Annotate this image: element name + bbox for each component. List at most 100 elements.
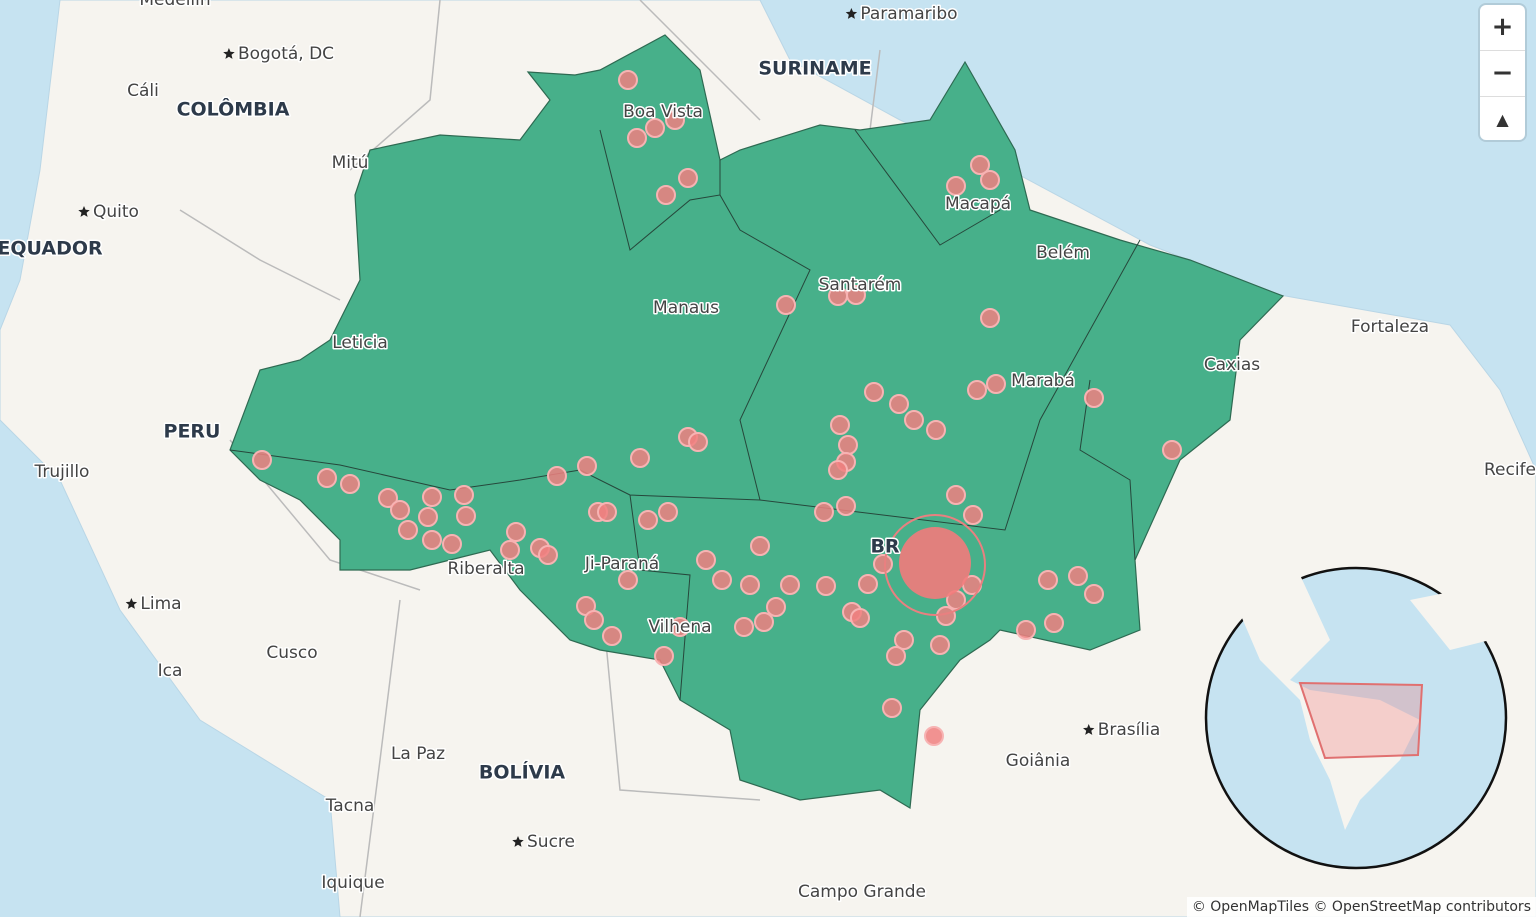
marker [864, 382, 884, 402]
marker [828, 460, 848, 480]
markers [252, 70, 1182, 746]
city-label: Ji-Paraná [584, 554, 659, 574]
city-label: Ica [158, 661, 183, 681]
marker [627, 128, 647, 148]
map-controls[interactable]: + − ▲ [1480, 5, 1525, 140]
marker-ring [884, 514, 986, 616]
city-label: Boa Vista [623, 102, 703, 122]
city-label: Macapá [945, 194, 1011, 214]
city-label: Campo Grande [798, 882, 926, 902]
marker [454, 485, 474, 505]
marker [618, 570, 638, 590]
city-label: Mitú [332, 153, 369, 173]
marker-large [899, 527, 971, 599]
marker [924, 726, 944, 746]
city-label: Medellín [139, 0, 210, 10]
capital-label: Quito [93, 202, 139, 222]
zoom-out[interactable]: − [1480, 51, 1525, 97]
city-label: Caxias [1204, 355, 1260, 375]
marker [980, 308, 1000, 328]
marker [936, 606, 956, 626]
marker [696, 550, 716, 570]
marker [780, 575, 800, 595]
marker [946, 176, 966, 196]
marker [986, 374, 1006, 394]
marker [850, 608, 870, 628]
marker [630, 448, 650, 468]
country-label: SURINAME [758, 58, 871, 80]
marker [398, 520, 418, 540]
city-label: Tacna [325, 796, 375, 816]
zoom-in[interactable]: + [1480, 5, 1525, 51]
city-label: Belém [1036, 243, 1090, 263]
city-label: Cusco [266, 643, 317, 663]
marker [894, 630, 914, 650]
city-label: Trujillo [34, 462, 90, 482]
marker [1038, 570, 1058, 590]
marker [602, 626, 622, 646]
marker [506, 522, 526, 542]
marker [930, 635, 950, 655]
marker [1016, 620, 1036, 640]
city-label: Riberalta [448, 559, 525, 579]
capital-label: Paramaribo [860, 4, 957, 24]
marker [456, 506, 476, 526]
marker [734, 617, 754, 637]
marker [584, 610, 604, 630]
capital-label: Brasília [1098, 720, 1161, 740]
country-label: BR [870, 536, 899, 558]
marker [378, 488, 398, 508]
marker [390, 500, 410, 520]
marker [654, 646, 674, 666]
marker [500, 540, 520, 560]
city-label: Fortaleza [1351, 317, 1429, 337]
legal-amazon [229, 34, 1285, 810]
city-label: Recife [1484, 460, 1536, 480]
marker [873, 554, 893, 574]
country-label: EQUADOR [0, 238, 103, 260]
marker [547, 466, 567, 486]
marker [656, 185, 676, 205]
country-label: COLÔMBIA [177, 97, 290, 121]
marker [252, 450, 272, 470]
attribution: © OpenMapTiles © OpenStreetMap contribut… [1186, 897, 1536, 917]
city-label: Leticia [332, 333, 388, 353]
marker [814, 502, 834, 522]
marker [1044, 613, 1064, 633]
marker [597, 502, 617, 522]
city-label: Cáli [127, 81, 159, 101]
marker [889, 394, 909, 414]
city-label: Manaus [653, 298, 719, 318]
city-label: La Paz [391, 744, 445, 764]
country-label: BOLÍVIA [479, 761, 566, 784]
capital-star [78, 206, 90, 217]
inset-land [1230, 575, 1490, 830]
marker [750, 536, 770, 556]
marker [665, 110, 685, 130]
compass[interactable]: ▲ [1496, 110, 1509, 129]
inset [1204, 566, 1508, 870]
marker [882, 698, 902, 718]
marker [422, 487, 442, 507]
marker [967, 380, 987, 400]
marker [980, 170, 1000, 190]
inset-extent [1298, 681, 1424, 760]
marker [638, 510, 658, 530]
marker [678, 168, 698, 188]
city-label: Santarém [819, 275, 902, 295]
marker [442, 534, 462, 554]
capital-star [1083, 724, 1095, 735]
marker [670, 617, 690, 637]
marker [658, 502, 678, 522]
marker [754, 612, 774, 632]
capital-star [125, 598, 138, 609]
capital-star [845, 8, 858, 19]
capital-star [512, 836, 524, 847]
marker [838, 435, 858, 455]
marker [577, 456, 597, 476]
marker [712, 570, 732, 590]
marker [645, 118, 665, 138]
